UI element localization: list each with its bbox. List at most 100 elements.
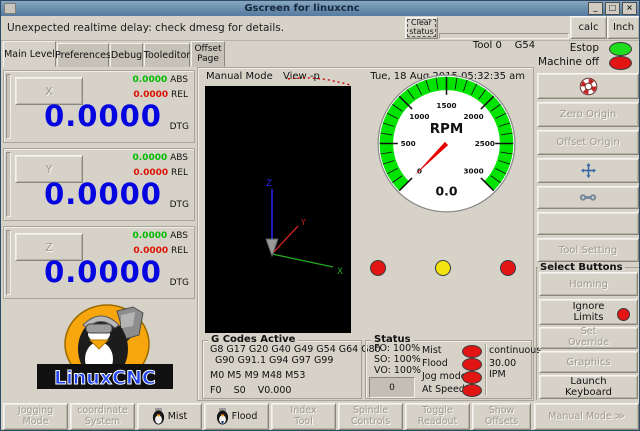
flood-button[interactable]: Flood bbox=[204, 403, 269, 430]
tool-cone bbox=[265, 238, 279, 258]
alert-message: Unexpected realtime delay: check dmesg f… bbox=[7, 22, 285, 34]
jog-speed-bar[interactable]: 0 bbox=[369, 377, 415, 398]
select-buttons-title: Select Buttons bbox=[538, 262, 625, 273]
tab-tooleditor[interactable]: Tooleditor bbox=[144, 43, 190, 67]
linuxcnc-logo: LinuxCNC bbox=[29, 301, 181, 395]
minimize-button[interactable]: _ bbox=[588, 2, 603, 15]
homing-button[interactable]: Homing bbox=[539, 272, 638, 296]
coordinate-system-button[interactable]: coordinate System bbox=[70, 403, 135, 430]
set-override-button[interactable]: Set Override bbox=[539, 327, 638, 349]
gcodes-frame: G Codes Active G8 G17 G20 G40 G49 G54 G6… bbox=[202, 334, 381, 399]
axis-z-button[interactable]: Z bbox=[15, 233, 83, 261]
view-label: View -p bbox=[283, 71, 320, 82]
wrench-icon bbox=[579, 194, 597, 201]
estop-label: Estop bbox=[569, 42, 599, 54]
tool-progressbar bbox=[439, 33, 569, 39]
status-separator bbox=[485, 344, 486, 395]
status-frame: Status FO: 100% SO: 100% VO: 100% 0 Mist… bbox=[365, 334, 541, 399]
zero-origin-button[interactable]: Zero Origin bbox=[537, 102, 639, 127]
preview-panel: Manual Mode View -p Tue, 18 Aug 2015 05:… bbox=[197, 67, 541, 401]
move-axes-button[interactable] bbox=[537, 158, 639, 183]
z-rel-value: 0.0000 bbox=[133, 246, 169, 256]
top-status-row: Unexpected realtime delay: check dmesg f… bbox=[1, 16, 639, 51]
launch-keyboard-button[interactable]: Launch Keyboard bbox=[539, 375, 638, 399]
window-title: Gscreen for linuxcnc bbox=[244, 3, 360, 14]
gauge-value: 0.0 bbox=[436, 183, 458, 198]
tab-offset-page[interactable]: Offset Page bbox=[191, 41, 225, 67]
offset-origin-button[interactable]: Offset Origin bbox=[537, 130, 639, 155]
lifebuoy-button[interactable] bbox=[537, 73, 639, 99]
z-axis-label: Z bbox=[266, 179, 272, 189]
jogging-mode-button[interactable]: Jogging Mode bbox=[3, 403, 68, 430]
graphics-button[interactable]: Graphics bbox=[539, 351, 638, 373]
close-button[interactable]: × bbox=[622, 2, 637, 15]
svg-text:500: 500 bbox=[401, 139, 416, 148]
axis-panel-handle bbox=[6, 152, 11, 217]
x-axis-label: X bbox=[337, 267, 343, 277]
tab-main-level[interactable]: Main Level bbox=[3, 41, 56, 67]
y-abs-value: 0.0000 bbox=[132, 153, 168, 163]
y-dtg-value: 0.0000 bbox=[44, 177, 162, 211]
axis-panel-y: Y 0.0000 ABS 0.0000 REL 0.0000 DTG bbox=[3, 148, 195, 221]
tab-debug[interactable]: Debug bbox=[110, 43, 143, 67]
window-menu-icon[interactable] bbox=[4, 3, 16, 14]
svg-text:2500: 2500 bbox=[475, 139, 495, 148]
axis-x-button[interactable]: X bbox=[15, 77, 83, 105]
flood-led bbox=[462, 358, 482, 371]
axis-panel-z: Z 0.0000 ABS 0.0000 REL 0.0000 DTG bbox=[3, 226, 195, 299]
gauge-title: RPM bbox=[430, 122, 464, 137]
center-indicator-led bbox=[435, 260, 451, 276]
spindle-override: SO: 100% bbox=[374, 354, 421, 365]
gcode-line-2: G90 G91.1 G94 G97 G99 bbox=[215, 355, 334, 366]
maximize-button[interactable]: □ bbox=[605, 2, 620, 15]
ignore-limits-led bbox=[617, 308, 630, 321]
mist-indicator-label: Mist bbox=[422, 345, 442, 356]
penguin-icon bbox=[216, 408, 228, 425]
lifebuoy-icon bbox=[579, 77, 597, 95]
abs-label: ABS bbox=[170, 231, 188, 241]
machine-off-led[interactable] bbox=[609, 56, 632, 70]
svg-text:1500: 1500 bbox=[436, 101, 456, 110]
mist-led bbox=[462, 345, 482, 358]
rel-label: REL bbox=[171, 246, 188, 256]
toggle-readout-button[interactable]: Toggle Readout bbox=[405, 403, 470, 430]
right-indicator-led bbox=[500, 260, 516, 276]
wcs-label: G54 bbox=[514, 40, 536, 51]
ignore-limits-button[interactable]: Ignore Limits bbox=[539, 299, 638, 325]
spindle-controls-button[interactable]: Spindle Controls bbox=[338, 403, 403, 430]
y-axis-label: Y bbox=[300, 218, 306, 227]
jog-rate-value: 30.00 IPM bbox=[489, 358, 517, 380]
axis-panel-handle bbox=[6, 230, 11, 295]
x-abs-value: 0.0000 bbox=[132, 75, 168, 85]
calc-button[interactable]: calc bbox=[570, 16, 607, 39]
mist-button[interactable]: Mist bbox=[137, 403, 202, 430]
velocity-override: VO: 100% bbox=[374, 365, 422, 376]
mcode-line: M0 M5 M9 M48 M53 bbox=[210, 370, 306, 381]
mode-label: Manual Mode bbox=[206, 71, 273, 82]
atspeed-led bbox=[462, 384, 482, 397]
jogmode-led bbox=[462, 371, 482, 384]
index-tool-button[interactable]: Index Tool bbox=[271, 403, 336, 430]
gcode-line-1: G8 G17 G20 G40 G49 G54 G64 G80 bbox=[210, 344, 381, 355]
dtg-label: DTG bbox=[169, 200, 189, 210]
titlebar: Gscreen for linuxcnc _ □ × bbox=[1, 1, 639, 16]
svg-text:2000: 2000 bbox=[464, 112, 484, 121]
svg-text:3000: 3000 bbox=[464, 166, 484, 175]
gremlin-3d-view[interactable]: Z Y X bbox=[205, 86, 351, 333]
show-offsets-button[interactable]: Show Offsets bbox=[472, 403, 531, 430]
manual-mode-button[interactable]: Manual Mode ≫ bbox=[534, 403, 639, 430]
clear-status-button[interactable]: Clear status bbox=[405, 17, 438, 39]
axis-y-button[interactable]: Y bbox=[15, 155, 83, 183]
estop-led[interactable] bbox=[609, 42, 632, 56]
blank-button[interactable] bbox=[537, 212, 639, 235]
wrench-button[interactable] bbox=[537, 186, 639, 209]
x-dtg-value: 0.0000 bbox=[44, 99, 162, 133]
rpm-gauge: 050010001500200025003000 RPM 0.0 bbox=[374, 71, 519, 216]
feed-override: FO: 100% bbox=[374, 343, 421, 354]
units-inch-button[interactable]: Inch bbox=[607, 16, 639, 39]
tool-setting-button[interactable]: Tool Setting bbox=[537, 238, 639, 262]
linuxcnc-logo-image: LinuxCNC bbox=[37, 304, 173, 389]
y-rel-value: 0.0000 bbox=[133, 168, 169, 178]
tab-preferences[interactable]: Preferences bbox=[55, 43, 111, 67]
